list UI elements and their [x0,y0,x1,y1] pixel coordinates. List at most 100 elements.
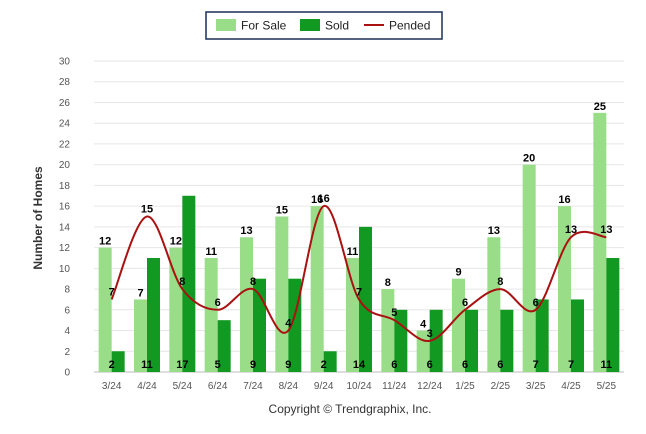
bar-for-sale [346,257,359,372]
legend-label: Sold [325,19,349,33]
label-sold: 11 [141,359,153,371]
y-tick-label: 2 [64,347,70,358]
bar-for-sale [522,164,536,372]
legend: For Sale Sold Pended [205,11,443,40]
label-pended: 8 [250,276,256,288]
label-pended: 8 [179,276,185,288]
label-sold: 6 [427,359,433,371]
bar-for-sale [169,247,183,372]
bar-sold [111,351,125,372]
bar-for-sale [593,112,607,372]
label-pended: 6 [462,297,468,309]
label-sold: 14 [353,359,366,371]
x-tick-label: 1/25 [455,381,475,392]
y-tick-label: 6 [64,305,70,316]
y-tick-label: 16 [59,202,71,213]
x-tick-label: 11/24 [382,381,407,392]
label-pended: 13 [565,224,577,236]
x-tick-label: 3/25 [526,381,546,392]
label-pended: 7 [109,286,115,298]
y-tick-label: 14 [59,222,71,233]
label-for-sale: 4 [420,319,427,331]
bar-sold [429,309,443,372]
x-tick-label: 12/24 [417,381,442,392]
bar-sold [359,226,372,372]
label-for-sale: 12 [170,236,182,248]
label-for-sale: 11 [205,246,217,258]
label-sold: 9 [250,359,256,371]
label-pended: 5 [391,307,397,319]
bar-for-sale [381,289,395,372]
label-pended: 6 [533,297,539,309]
y-tick-label: 0 [64,368,70,379]
data-labels: 12 2 7 7 11 15 12 17 8 11 5 6 13 9 8 15 9 4 16 2 16 11 14 7 8 6 5 4… [99,101,612,371]
label-sold: 11 [601,359,613,371]
y-tick-label: 26 [59,98,71,109]
x-tick-label: 9/24 [314,381,334,392]
label-pended: 7 [356,286,362,298]
label-sold: 17 [176,359,188,371]
label-sold: 9 [285,359,291,371]
label-pended: 8 [497,276,503,288]
label-sold: 2 [109,359,115,371]
bar-for-sale [487,237,501,372]
x-tick-label: 6/24 [208,381,228,392]
label-sold: 7 [568,359,574,371]
label-sold: 2 [321,359,327,371]
label-pended: 6 [215,297,221,309]
label-for-sale: 7 [137,287,143,299]
label-pended: 3 [427,328,433,340]
label-for-sale: 25 [594,101,606,113]
x-tick-label: 5/24 [173,381,193,392]
x-tick-label: 8/24 [279,381,299,392]
y-tick-label: 28 [59,77,71,88]
x-tick-label: 3/24 [102,381,122,392]
legend-box [205,11,443,40]
copyright-text: Copyright © Trendgraphix, Inc. [269,402,432,416]
bar-sold [606,257,620,372]
label-pended: 13 [600,224,612,236]
label-sold: 6 [497,359,503,371]
label-for-sale: 11 [347,246,359,258]
bar-sold [323,351,337,372]
bar-sold [571,299,584,372]
bar-sold [253,278,266,372]
y-tick-label: 22 [59,139,71,150]
y-axis-label: Number of Homes [31,166,45,270]
legend-label: For Sale [241,19,287,33]
bar-for-sale [240,237,253,372]
label-for-sale: 13 [240,225,252,237]
x-tick-label: 10/24 [346,381,371,392]
bar-sold [182,195,196,372]
label-for-sale: 20 [523,153,535,165]
bar-sold [465,309,478,372]
y-tick-label: 24 [59,119,71,130]
x-tick-label: 7/24 [243,381,263,392]
bar-for-sale [204,257,218,372]
label-for-sale: 16 [311,194,323,206]
bar-for-sale [310,206,324,372]
bar-for-sale [558,206,571,372]
y-tick-label: 4 [64,326,70,337]
label-for-sale: 15 [276,205,288,217]
x-tick-label: 5/25 [597,381,617,392]
bars [98,112,620,372]
y-tick-label: 12 [59,243,71,254]
legend-label: Pended [389,19,430,33]
label-sold: 6 [391,359,397,371]
label-pended: 16 [318,193,330,205]
y-tick-label: 20 [59,160,71,171]
pended-series-line [110,205,607,342]
y-tick-label: 10 [59,264,71,275]
label-sold: 5 [215,359,221,371]
bar-for-sale [275,216,289,372]
bar-sold [147,257,160,372]
bar-for-sale [134,299,147,372]
bar-sold [535,299,549,372]
y-tick-label: 8 [64,285,70,296]
label-sold: 7 [533,359,539,371]
x-tick-label: 2/25 [491,381,511,392]
legend-swatch [300,19,320,31]
